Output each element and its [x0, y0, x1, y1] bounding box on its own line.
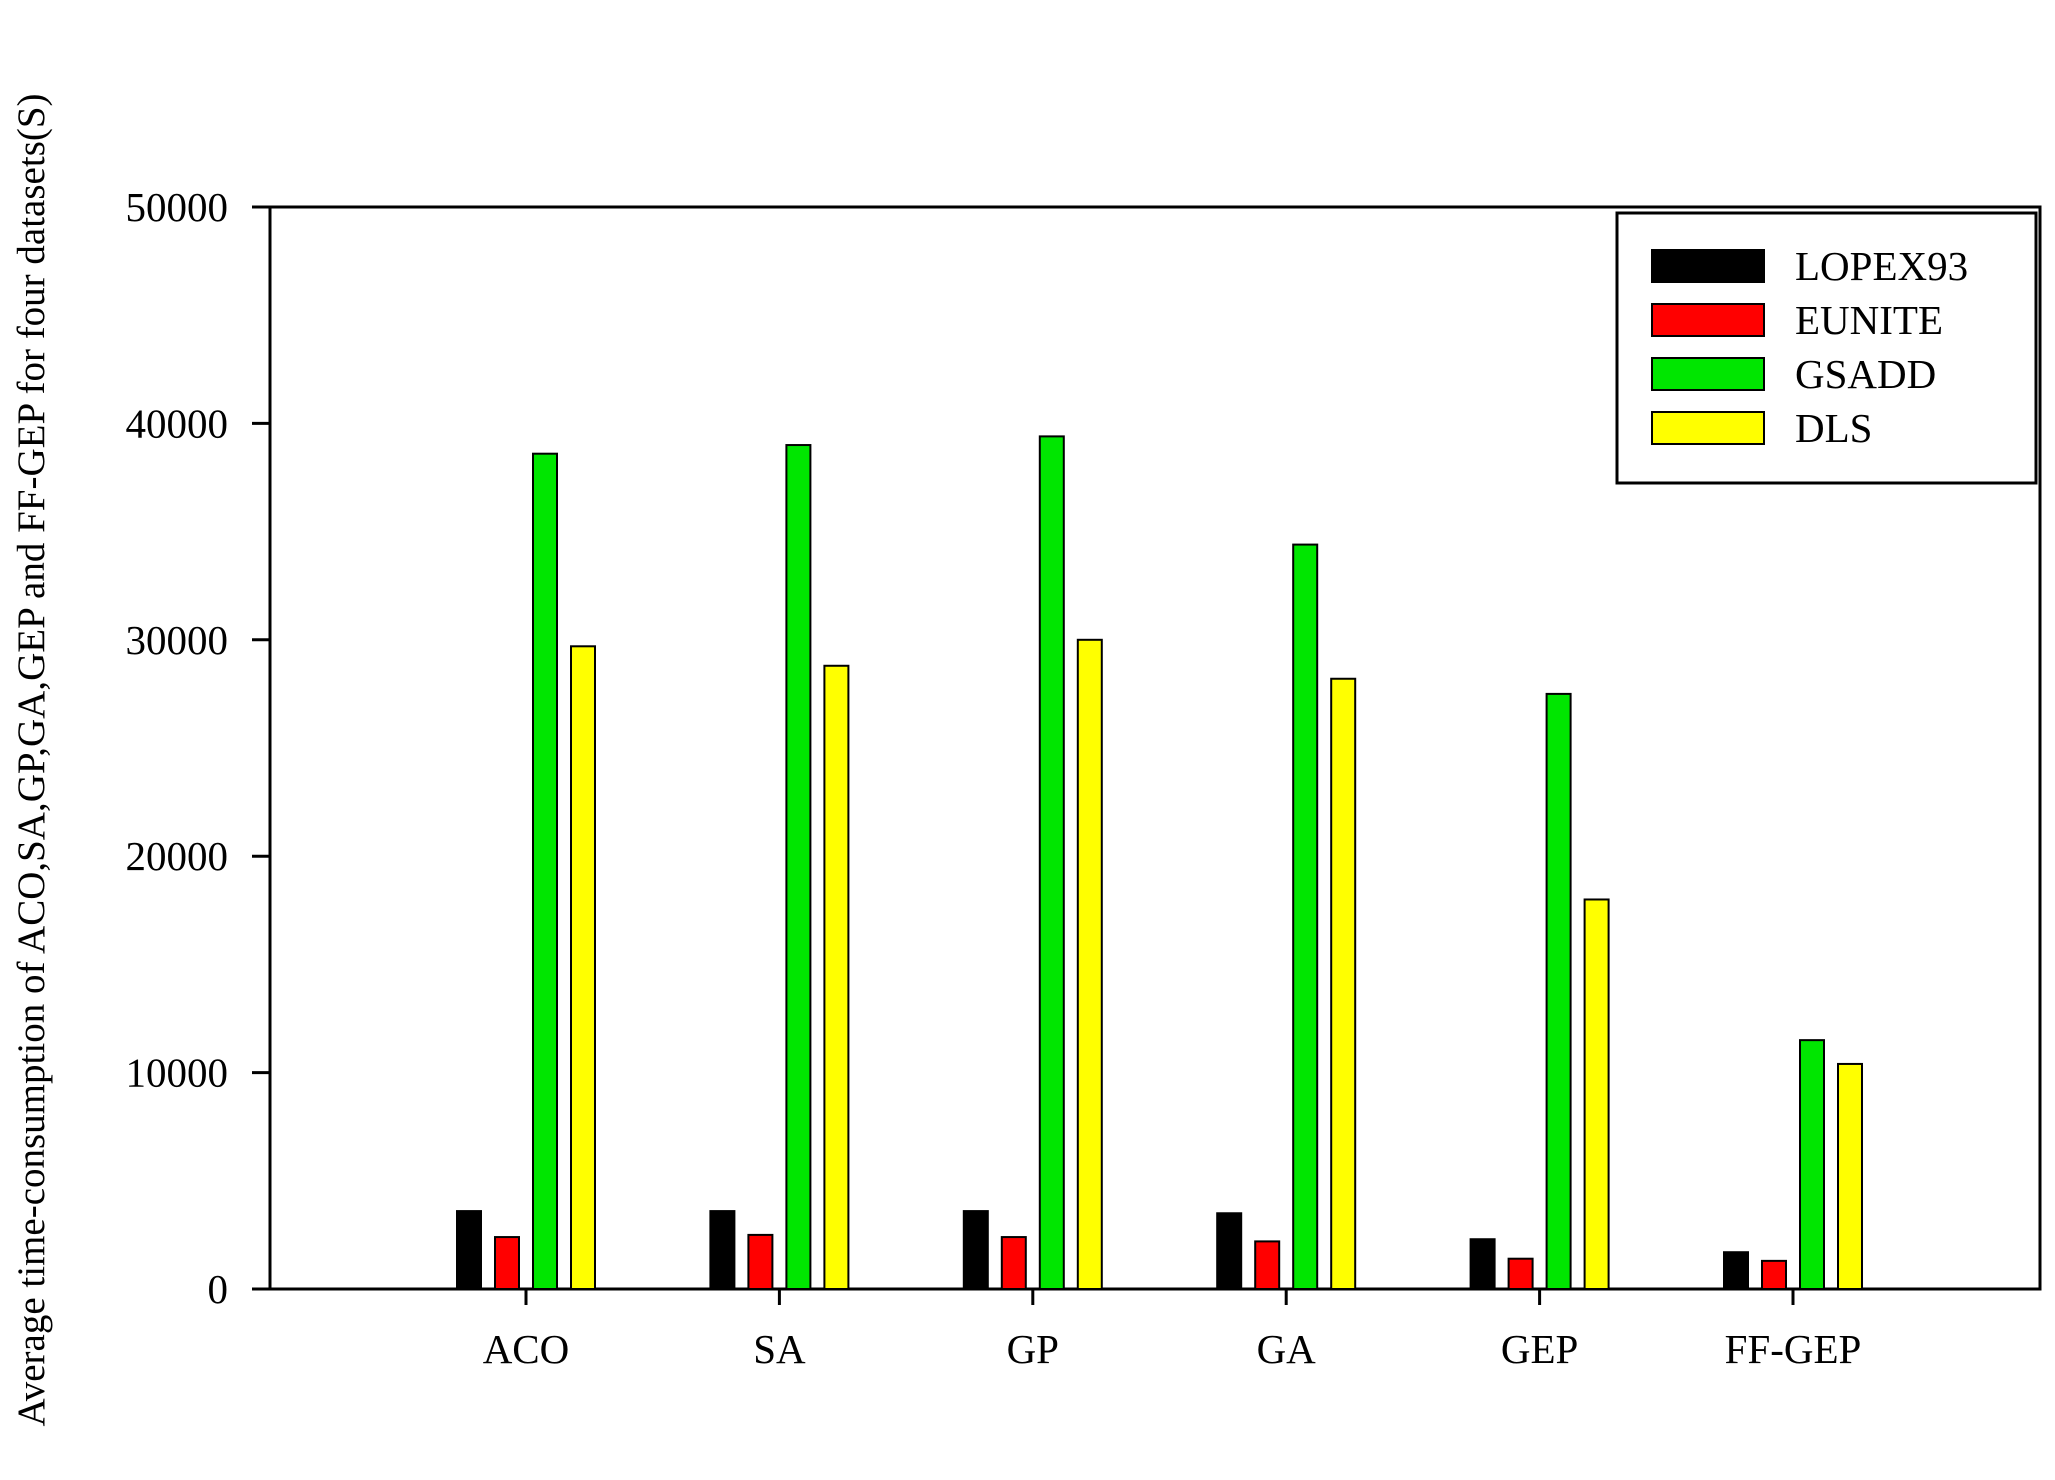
legend-label-lopex93: LOPEX93 [1795, 243, 1968, 289]
bar-lopex93-sa [709, 1210, 736, 1290]
y-tick-label: 0 [208, 1266, 229, 1312]
bar-eunite-ga [1254, 1240, 1281, 1290]
legend-label-eunite: EUNITE [1795, 297, 1943, 343]
legend-label-gsadd: GSADD [1795, 351, 1936, 397]
legend-swatch-dls [1651, 411, 1765, 445]
x-axis-labels: ACO SA GP GA GEP FF-GEP [483, 1289, 1862, 1372]
bar-dls-aco [570, 645, 596, 1290]
y-tick-label: 40000 [126, 400, 229, 446]
bar-lopex93-aco [456, 1210, 482, 1290]
y-tick-label: 10000 [126, 1050, 229, 1096]
bar-eunite-gp [1000, 1236, 1027, 1290]
y-tick-label: 20000 [126, 833, 229, 879]
bar-gsadd-gep [1545, 692, 1572, 1290]
x-category-label: FF-GEP [1725, 1326, 1862, 1372]
x-category-label: GEP [1501, 1326, 1578, 1372]
legend-swatch-gsadd [1651, 357, 1765, 391]
bar-lopex93-ff-gep [1723, 1251, 1749, 1291]
bar-eunite-sa [747, 1233, 774, 1291]
bar-gsadd-ff-gep [1799, 1039, 1825, 1291]
bar-lopex93-gep [1469, 1238, 1496, 1291]
bar-dls-sa [823, 664, 850, 1290]
bar-gsadd-aco [532, 452, 558, 1291]
y-tick-label: 30000 [126, 617, 229, 663]
x-category-label: SA [753, 1326, 806, 1372]
y-axis-title: Average time-consumption of ACO,SA,GP,GA… [10, 93, 53, 1426]
legend-items: LOPEX93 EUNITE GSADD DLS [1651, 243, 1968, 451]
bar-dls-ff-gep [1837, 1062, 1863, 1290]
bar-lopex93-gp [962, 1210, 989, 1290]
legend: LOPEX93 EUNITE GSADD DLS [1615, 211, 2038, 485]
bar-gsadd-ga [1292, 543, 1319, 1290]
x-category-label: GP [1007, 1326, 1059, 1372]
bar-eunite-aco [494, 1236, 520, 1290]
bar-lopex93-ga [1216, 1212, 1243, 1291]
plot-area [268, 205, 2042, 1291]
legend-swatch-eunite [1651, 303, 1765, 337]
bars-group [456, 435, 1863, 1291]
y-tick-label: 50000 [126, 184, 229, 230]
bar-gsadd-gp [1038, 435, 1065, 1291]
x-category-label: ACO [483, 1326, 570, 1372]
bar-dls-gp [1076, 638, 1103, 1290]
bar-gsadd-sa [785, 444, 812, 1291]
legend-label-dls: DLS [1795, 405, 1872, 451]
x-category-label: GA [1257, 1326, 1317, 1372]
bar-eunite-gep [1507, 1257, 1534, 1290]
legend-swatch-lopex93 [1651, 249, 1765, 283]
bar-dls-ga [1330, 677, 1357, 1290]
bar-eunite-ff-gep [1761, 1259, 1787, 1291]
y-axis-ticks: 0 10000 20000 30000 40000 50000 [126, 184, 270, 1312]
bar-dls-gep [1583, 898, 1610, 1290]
y-axis-title-group: Average time-consumption of ACO,SA,GP,GA… [10, 93, 53, 1426]
